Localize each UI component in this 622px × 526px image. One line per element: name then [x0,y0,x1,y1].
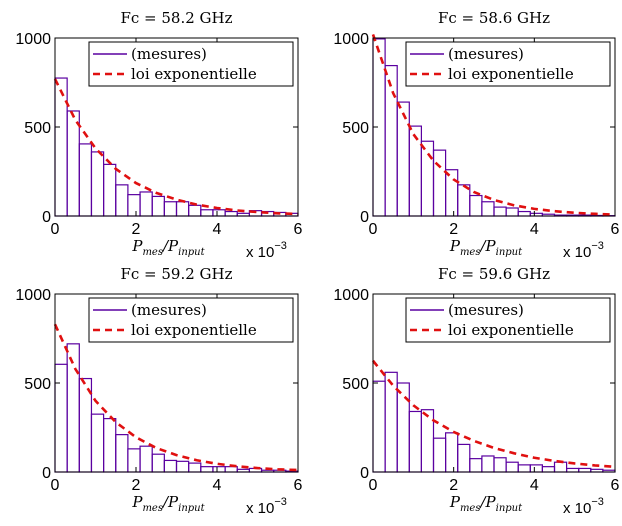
x-axis-label-subscript: input [178,503,205,514]
x-axis-multiplier: x 10−3 [563,496,604,517]
multiplier-base: x 10 [563,500,591,517]
legend-box [405,297,611,343]
x-axis-label-part: / [478,237,487,255]
x-tick-label: 2 [132,477,141,494]
x-tick-label: 6 [611,221,620,238]
x-tick-label: 2 [449,221,458,238]
multiplier-exponent: −3 [591,496,604,508]
legend-label-mesures: (mesures) [448,45,524,63]
legend-label-fit: loi exponentielle [448,65,574,83]
multiplier-exponent: −3 [274,496,287,508]
x-axis-label-subscript: input [496,247,523,258]
legend-box [88,41,294,87]
x-tick-label: 2 [449,477,458,494]
x-axis-label-part: P [131,493,143,511]
chart-title: Fc = 58.2 GHz [120,9,232,27]
x-axis-label-subscript: input [496,503,523,514]
x-axis-label-part: P [449,237,461,255]
x-axis-label-part: P [131,237,143,255]
y-tick-label: 0 [360,465,369,482]
y-tick-label: 500 [342,120,369,137]
y-tick-label: 1000 [15,31,51,48]
legend-label-mesures: (mesures) [448,301,524,319]
chart-title: Fc = 59.6 GHz [438,265,550,283]
y-tick-label: 0 [360,209,369,226]
y-tick-label: 1000 [15,287,51,304]
multiplier-exponent: −3 [274,240,287,252]
x-tick-label: 6 [611,477,620,494]
y-tick-label: 0 [42,465,51,482]
chart-title: Fc = 58.6 GHz [438,9,550,27]
y-tick-label: 0 [42,209,51,226]
legend-label-mesures: (mesures) [131,301,207,319]
exponential-fit-line [371,359,616,469]
x-axis-label-part: P [485,237,497,255]
x-axis-label-subscript: input [178,247,205,258]
x-tick-label: 0 [369,221,378,238]
x-axis-label-part: / [161,237,170,255]
x-tick-label: 2 [132,221,141,238]
x-tick-label: 0 [51,221,60,238]
x-tick-label: 4 [530,221,539,238]
x-tick-label: 0 [51,477,60,494]
legend: (mesures) loi exponentielle [88,41,294,87]
y-tick-label: 1000 [333,31,369,48]
multiplier-base: x 10 [246,244,274,261]
x-axis-label-part: P [449,493,461,511]
multiplier-base: x 10 [563,244,591,261]
multiplier-exponent: −3 [591,240,604,252]
y-tick-label: 500 [24,120,51,137]
chart-title: Fc = 59.2 GHz [120,265,232,283]
x-axis-label: Pmes/Pinput [449,493,523,514]
x-tick-label: 4 [530,477,539,494]
legend-label-fit: loi exponentielle [131,321,257,339]
x-axis-multiplier: x 10−3 [246,240,287,261]
legend: (mesures) loi exponentielle [405,297,611,343]
x-axis-label: Pmes/Pinput [131,237,205,258]
y-tick-label: 500 [24,376,51,393]
legend-label-fit: loi exponentielle [448,321,574,339]
x-axis-label: Pmes/Pinput [131,493,205,514]
legend: (mesures) loi exponentielle [88,297,294,343]
x-axis-label-part: P [167,237,179,255]
x-tick-label: 4 [213,477,222,494]
x-tick-label: 4 [213,221,222,238]
x-axis-label: Pmes/Pinput [449,237,523,258]
x-tick-label: 6 [294,221,303,238]
x-axis-label-part: P [485,493,497,511]
x-axis-label-part: / [478,493,487,511]
x-axis-label-subscript: mes [142,503,163,514]
y-tick-label: 500 [342,376,369,393]
x-axis-label-part: P [167,493,179,511]
x-axis-label-subscript: mes [460,503,481,514]
x-tick-label: 0 [369,477,378,494]
legend: (mesures) loi exponentielle [405,41,611,87]
x-axis-multiplier: x 10−3 [246,496,287,517]
x-tick-label: 6 [294,477,303,494]
multiplier-base: x 10 [246,500,274,517]
y-tick-label: 1000 [333,287,369,304]
legend-label-fit: loi exponentielle [131,65,257,83]
x-axis-label-part: / [161,493,170,511]
legend-box [405,41,611,87]
x-axis-label-subscript: mes [142,247,163,258]
x-axis-multiplier: x 10−3 [563,240,604,261]
legend-label-mesures: (mesures) [131,45,207,63]
x-axis-label-subscript: mes [460,247,481,258]
legend-box [88,297,294,343]
exponential-fit-line [53,323,299,472]
